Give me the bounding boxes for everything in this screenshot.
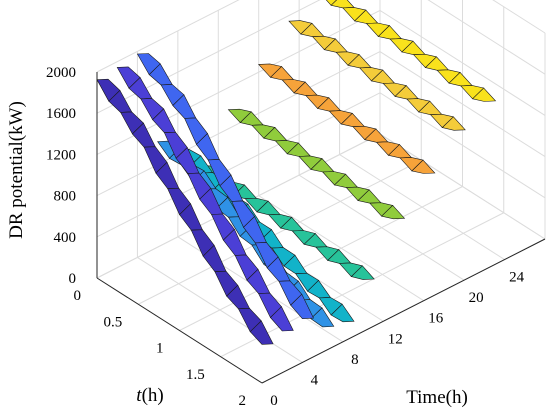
z-axis-label: DR potential(kW) xyxy=(6,101,27,239)
floor-gridline xyxy=(379,133,546,240)
z-tick-label: 400 xyxy=(54,230,77,246)
surface-cell xyxy=(249,320,274,345)
t-axis-label: t(h) xyxy=(136,385,163,406)
time-tick-label: 0 xyxy=(270,393,278,409)
t-tick-label: 1.5 xyxy=(186,367,205,383)
z-tick-label: 1200 xyxy=(46,147,76,163)
side-wall-gridline xyxy=(427,0,546,75)
floor-gridline xyxy=(138,159,422,305)
floor-gridline xyxy=(220,212,504,358)
surface-cell xyxy=(411,159,436,174)
floor-gridline xyxy=(339,154,505,260)
surface-ribbon xyxy=(96,78,274,345)
surface-ribbon xyxy=(325,0,497,102)
surface-ribbon xyxy=(116,66,294,332)
floor-gridline xyxy=(258,195,424,302)
floor-gridline xyxy=(137,257,303,363)
surface-ribbon xyxy=(288,20,466,131)
z-tick-label: 2000 xyxy=(46,65,76,81)
t-tick-label: 0 xyxy=(74,288,82,304)
z-tick-label: 1600 xyxy=(46,106,76,122)
time-axis-label: Time(h) xyxy=(406,387,468,408)
time-tick-label: 24 xyxy=(509,270,525,286)
surface-ribbon xyxy=(227,108,406,220)
surface-cell xyxy=(330,303,355,323)
back-wall-gridline xyxy=(96,51,381,197)
time-tick-label: 20 xyxy=(469,290,484,306)
surface-ribbon xyxy=(136,53,314,320)
back-wall-gridline xyxy=(96,92,381,238)
surface-cell xyxy=(380,204,406,220)
surface-cell xyxy=(269,306,294,332)
floor-gridline xyxy=(298,174,465,281)
t-tick-label: 1 xyxy=(156,341,164,357)
t-axis-label-unit: (h) xyxy=(142,385,164,406)
surface-cell xyxy=(290,293,314,320)
z-tick-label: 800 xyxy=(54,189,77,205)
time-tick-label: 8 xyxy=(351,352,359,368)
time-tick-label: 16 xyxy=(428,311,444,327)
time-tick-label: 4 xyxy=(311,372,319,388)
time-axis-line xyxy=(261,238,546,384)
surface-cell xyxy=(325,0,338,6)
side-wall-gridline xyxy=(379,92,546,199)
surface-cell xyxy=(350,265,375,280)
side-wall-gridline xyxy=(379,9,546,116)
side-wall-gridline xyxy=(492,0,546,34)
surface-cell xyxy=(441,116,466,131)
surface-ribbons xyxy=(96,0,497,345)
floor-gridline xyxy=(179,186,463,331)
surface-cell xyxy=(471,87,497,102)
back-wall-gridline xyxy=(96,0,240,73)
t-axis-label-symbol: t xyxy=(136,385,142,406)
time-tick-label: 12 xyxy=(388,331,403,347)
surface-ribbon xyxy=(258,63,436,174)
t-axis-line xyxy=(96,277,263,384)
z-tick-label: 0 xyxy=(69,271,77,287)
t-tick-label: 0.5 xyxy=(104,314,123,330)
t-tick-label: 2 xyxy=(239,393,247,409)
side-wall-gridline xyxy=(379,51,546,158)
surface-cell xyxy=(310,307,335,328)
